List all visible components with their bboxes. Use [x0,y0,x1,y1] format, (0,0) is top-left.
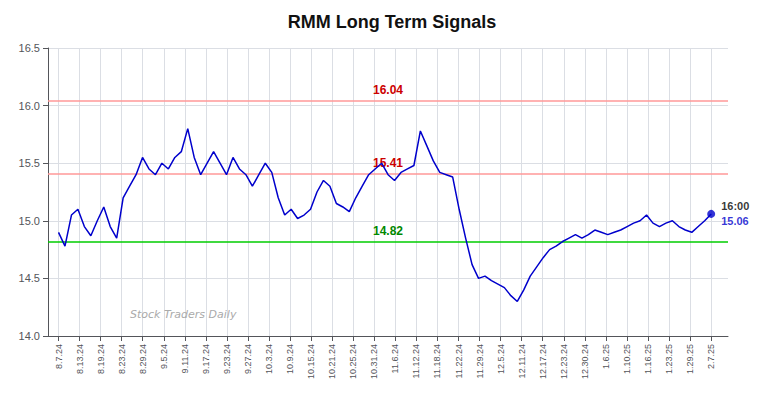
svg-text:16.0: 16.0 [19,100,40,112]
svg-text:12.11.24: 12.11.24 [517,344,527,378]
svg-text:1.23.25: 1.23.25 [664,344,674,374]
svg-text:2.7.25: 2.7.25 [706,344,716,369]
svg-text:8.7.24: 8.7.24 [54,344,64,369]
svg-text:10.15.24: 10.15.24 [306,344,316,379]
svg-text:8.13.24: 8.13.24 [75,344,85,374]
svg-text:8.29.24: 8.29.24 [138,344,148,374]
svg-text:9.17.24: 9.17.24 [201,344,211,374]
svg-text:10.21.24: 10.21.24 [327,344,337,379]
svg-text:11.6.24: 11.6.24 [390,344,400,373]
svg-text:15.0: 15.0 [19,215,40,227]
svg-text:12.5.24: 12.5.24 [496,344,506,374]
svg-text:10.9.24: 10.9.24 [285,344,295,374]
svg-text:1.16.25: 1.16.25 [643,344,653,374]
svg-text:16:00: 16:00 [721,200,749,212]
svg-text:11.18.24: 11.18.24 [432,344,442,378]
svg-text:16.5: 16.5 [19,42,40,54]
svg-text:1.10.25: 1.10.25 [622,344,632,374]
svg-text:10.3.24: 10.3.24 [264,344,274,374]
svg-text:12.17.24: 12.17.24 [538,344,548,379]
svg-text:15.06: 15.06 [721,215,749,227]
svg-text:14.82: 14.82 [373,224,403,238]
svg-text:8.19.24: 8.19.24 [96,344,106,374]
svg-text:11.29.24: 11.29.24 [475,344,485,378]
svg-text:9.5.24: 9.5.24 [159,344,169,369]
svg-text:15.41: 15.41 [373,155,403,170]
svg-text:16.04: 16.04 [373,83,403,97]
svg-text:Stock Traders Daily: Stock Traders Daily [130,308,237,321]
svg-text:15.5: 15.5 [19,157,40,169]
svg-text:11.12.24: 11.12.24 [411,344,421,378]
svg-text:1.29.25: 1.29.25 [685,344,695,374]
svg-text:1.6.25: 1.6.25 [601,344,611,369]
svg-text:10.31.24: 10.31.24 [369,344,379,379]
svg-text:9.23.24: 9.23.24 [222,344,232,374]
svg-text:9.27.24: 9.27.24 [243,344,253,374]
svg-text:12.30.24: 12.30.24 [580,344,590,379]
svg-text:12.23.24: 12.23.24 [559,344,569,379]
svg-text:9.11.24: 9.11.24 [180,344,190,373]
svg-text:14.5: 14.5 [19,272,40,284]
svg-text:14.0: 14.0 [19,330,40,342]
svg-text:10.25.24: 10.25.24 [348,344,358,379]
svg-text:RMM Long Term Signals: RMM Long Term Signals [288,12,497,32]
svg-text:8.23.24: 8.23.24 [117,344,127,374]
svg-text:11.22.24: 11.22.24 [454,344,464,378]
